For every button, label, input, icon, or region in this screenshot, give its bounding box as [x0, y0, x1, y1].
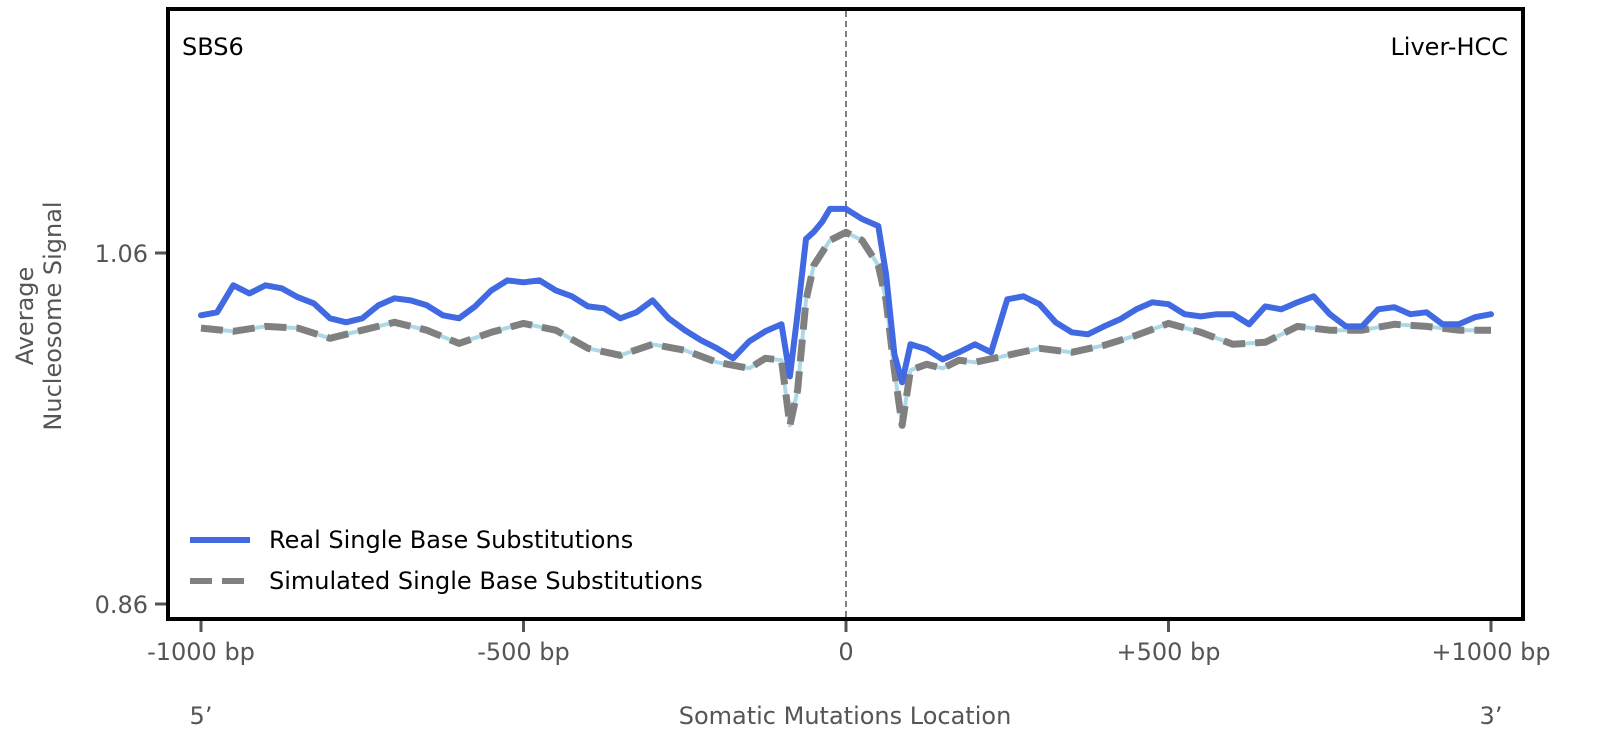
- series-layer: [198, 205, 1494, 429]
- legend-label-real: Real Single Base Substitutions: [269, 526, 633, 554]
- legend: Real Single Base Substitutions Simulated…: [190, 526, 703, 595]
- y-axis-title-line-2: Nucleosome Signal: [39, 201, 67, 430]
- x-axis: -1000 bp -500 bp 0 +500 bp +1000 bp: [147, 621, 1551, 666]
- signature-label: SBS6: [182, 33, 244, 61]
- x-axis-title: Somatic Mutations Location: [679, 702, 1012, 730]
- x-tick-label: -500 bp: [477, 638, 570, 666]
- x-tick-label: +1000 bp: [1431, 638, 1550, 666]
- five-prime-label: 5’: [190, 702, 213, 730]
- x-tick-label: 0: [838, 638, 853, 666]
- three-prime-label: 3’: [1480, 702, 1503, 730]
- y-tick-label: 0.86: [95, 591, 148, 619]
- y-axis-title-line-1: Average: [11, 267, 39, 366]
- plot-frame: [166, 7, 1525, 621]
- y-tick-label: 1.06: [95, 240, 148, 268]
- simulated-series-underlay: [200, 230, 1491, 428]
- cancer-type-label: Liver-HCC: [1390, 33, 1508, 61]
- plot-area: [198, 11, 1494, 617]
- y-axis: 1.06 0.86: [95, 240, 166, 619]
- real-series-line: [198, 205, 1494, 386]
- legend-label-simulated: Simulated Single Base Substitutions: [269, 567, 703, 595]
- x-tick-label: +500 bp: [1116, 638, 1220, 666]
- y-axis-title: Average Nucleosome Signal: [11, 201, 67, 430]
- x-tick-label: -1000 bp: [147, 638, 255, 666]
